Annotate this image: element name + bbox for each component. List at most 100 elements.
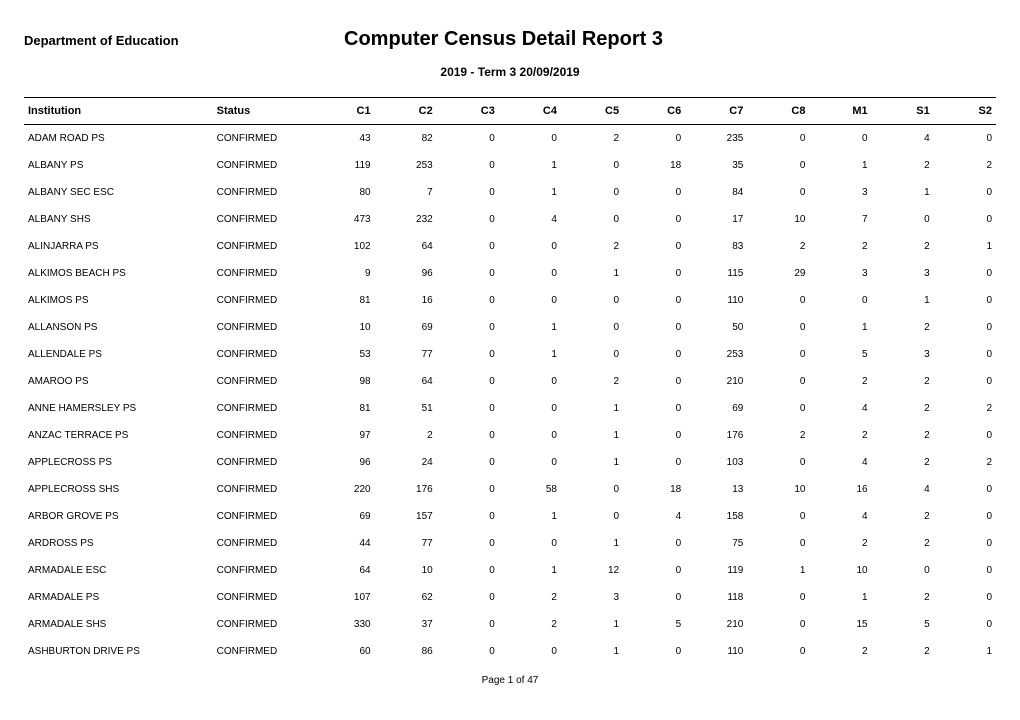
census-table: Institution Status C1 C2 C3 C4 C5 C6 C7 … [24,97,996,665]
table-cell: 0 [437,287,499,314]
table-cell: ALLENDALE PS [24,341,213,368]
table-cell: 3 [809,179,871,206]
table-cell: 96 [375,260,437,287]
col-c5: C5 [561,98,623,125]
table-cell: 12 [561,557,623,584]
table-cell: 0 [623,557,685,584]
table-cell: 7 [809,206,871,233]
table-cell: 1 [561,260,623,287]
table-cell: 1 [499,557,561,584]
table-cell: 118 [685,584,747,611]
table-cell: 0 [437,341,499,368]
table-cell: 0 [623,530,685,557]
table-cell: 0 [623,260,685,287]
table-cell: 0 [499,530,561,557]
table-row: ADAM ROAD PSCONFIRMED438200202350040 [24,125,996,153]
table-cell: 80 [312,179,374,206]
table-cell: 9 [312,260,374,287]
table-cell: 0 [437,233,499,260]
table-cell: 10 [747,476,809,503]
table-cell: 0 [934,206,996,233]
table-row: ARMADALE PSCONFIRMED1076202301180120 [24,584,996,611]
table-cell: 103 [685,449,747,476]
col-status: Status [213,98,313,125]
col-c1: C1 [312,98,374,125]
table-cell: 1 [499,152,561,179]
table-cell: CONFIRMED [213,233,313,260]
table-cell: CONFIRMED [213,368,313,395]
table-cell: 0 [747,449,809,476]
table-cell: 1 [809,314,871,341]
table-cell: 3 [872,341,934,368]
table-cell: 10 [375,557,437,584]
table-cell: CONFIRMED [213,206,313,233]
table-cell: ASHBURTON DRIVE PS [24,638,213,665]
table-cell: 2 [809,638,871,665]
table-cell: ARMADALE PS [24,584,213,611]
table-cell: 98 [312,368,374,395]
table-cell: 37 [375,611,437,638]
col-c8: C8 [747,98,809,125]
table-cell: 4 [872,476,934,503]
table-cell: 2 [872,638,934,665]
table-cell: 10 [312,314,374,341]
table-cell: 3 [872,260,934,287]
table-cell: 69 [685,395,747,422]
table-cell: 3 [809,260,871,287]
table-cell: 0 [437,368,499,395]
table-cell: 0 [437,476,499,503]
col-c7: C7 [685,98,747,125]
table-cell: 0 [747,314,809,341]
table-cell: 0 [437,530,499,557]
table-cell: 1 [561,395,623,422]
table-cell: ARMADALE SHS [24,611,213,638]
table-cell: 0 [437,557,499,584]
table-cell: 0 [623,287,685,314]
table-cell: 1 [561,422,623,449]
table-row: ASHBURTON DRIVE PSCONFIRMED6086001011002… [24,638,996,665]
table-cell: 4 [809,395,871,422]
table-cell: 77 [375,341,437,368]
report-title: Computer Census Detail Report 3 [344,28,663,51]
table-cell: 43 [312,125,374,153]
table-cell: 0 [623,179,685,206]
table-cell: 2 [561,368,623,395]
table-cell: 0 [623,368,685,395]
table-cell: 24 [375,449,437,476]
table-cell: 0 [561,503,623,530]
col-m1: M1 [809,98,871,125]
table-cell: 5 [623,611,685,638]
table-cell: 2 [872,449,934,476]
report-subtitle: 2019 - Term 3 20/09/2019 [24,65,996,79]
col-c2: C2 [375,98,437,125]
table-cell: 77 [375,530,437,557]
table-cell: 0 [561,341,623,368]
table-cell: 0 [934,179,996,206]
table-cell: CONFIRMED [213,449,313,476]
table-cell: 119 [685,557,747,584]
table-cell: 2 [872,152,934,179]
table-cell: 0 [623,314,685,341]
table-cell: 29 [747,260,809,287]
table-cell: 0 [561,287,623,314]
table-cell: 473 [312,206,374,233]
table-cell: CONFIRMED [213,476,313,503]
table-cell: 81 [312,395,374,422]
table-cell: 2 [872,368,934,395]
table-cell: 0 [934,503,996,530]
table-cell: 0 [499,287,561,314]
table-cell: 18 [623,476,685,503]
table-cell: 0 [747,125,809,153]
table-cell: 4 [499,206,561,233]
table-row: ALINJARRA PSCONFIRMED102640020832221 [24,233,996,260]
table-cell: 0 [499,233,561,260]
table-cell: APPLECROSS PS [24,449,213,476]
table-cell: 75 [685,530,747,557]
table-cell: 0 [499,449,561,476]
table-cell: AMAROO PS [24,368,213,395]
table-cell: 2 [872,422,934,449]
table-cell: ALBANY SHS [24,206,213,233]
table-cell: 2 [375,422,437,449]
table-cell: 1 [561,638,623,665]
table-cell: 2 [872,530,934,557]
